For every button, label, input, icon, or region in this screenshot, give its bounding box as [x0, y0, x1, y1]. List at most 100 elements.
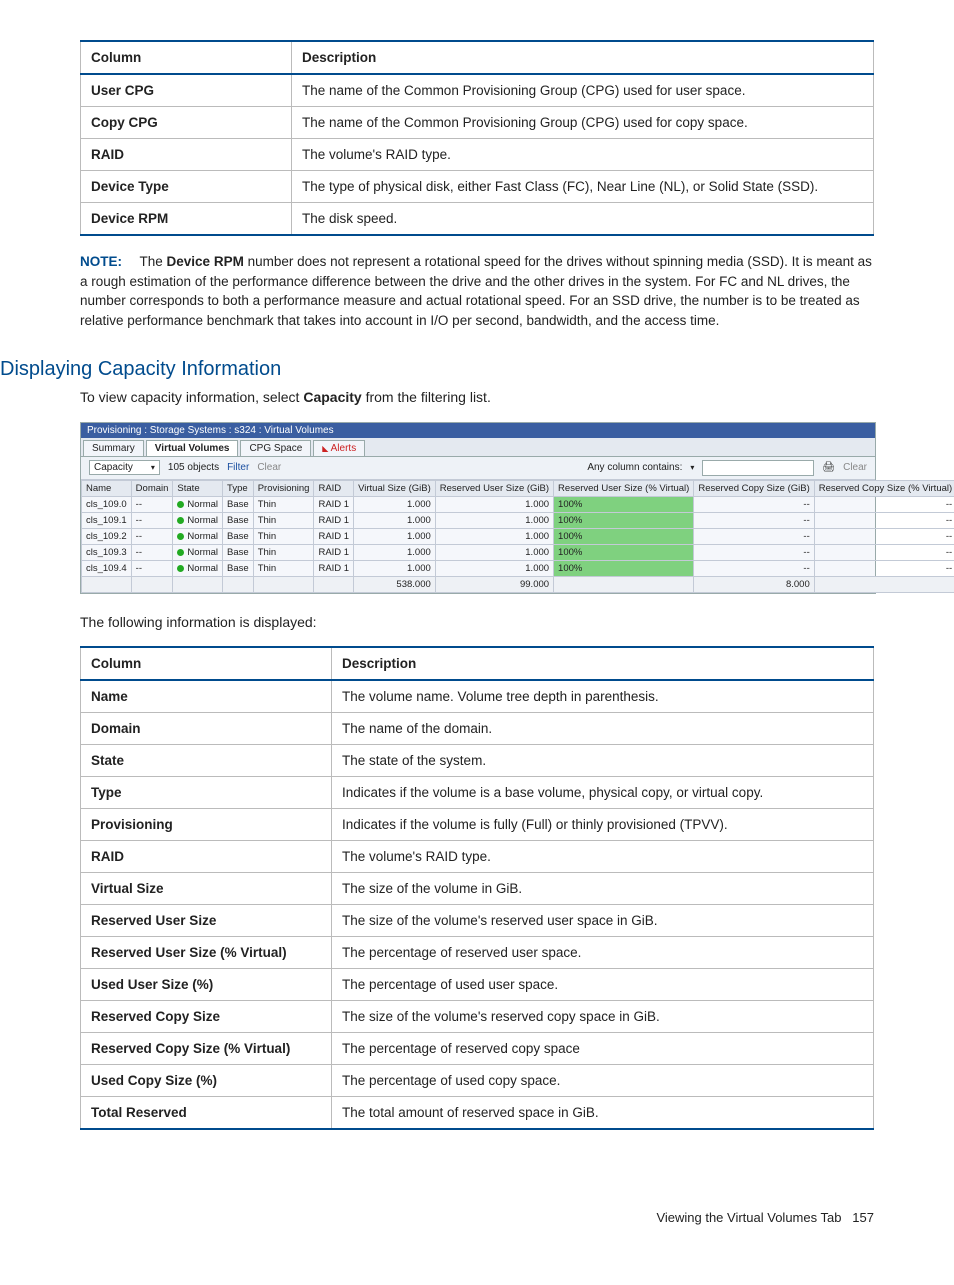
search-input[interactable]: [702, 460, 814, 476]
description-cell: The percentage of reserved user space.: [332, 936, 874, 968]
screenshot-tabs: Summary Virtual Volumes CPG Space Alerts: [81, 438, 875, 457]
page-footer: Viewing the Virtual Volumes Tab 157: [80, 1210, 874, 1225]
grid-cell: 1.000: [354, 528, 436, 544]
column-name-cell: Device RPM: [81, 203, 292, 236]
grid-cell: cls_109.4: [82, 560, 132, 576]
grid-header-cell[interactable]: Virtual Size (GiB): [354, 480, 436, 496]
table-row: Used Copy Size (%)The percentage of used…: [81, 1064, 874, 1096]
screenshot-title: Provisioning : Storage Systems : s324 : …: [81, 423, 875, 438]
grid-header-cell[interactable]: Reserved Copy Size (GiB): [694, 480, 814, 496]
grid-cell: RAID 1: [314, 528, 354, 544]
grid-header-cell[interactable]: Name: [82, 480, 132, 496]
grid-cell: Thin: [253, 512, 314, 528]
grid-total-cell: [314, 576, 354, 592]
section-heading-capacity: Displaying Capacity Information: [0, 358, 874, 381]
tab-alerts[interactable]: Alerts: [313, 440, 365, 456]
note-text-lead: The: [140, 254, 167, 269]
grid-header-cell[interactable]: Domain: [131, 480, 173, 496]
description-cell: The size of the volume in GiB.: [332, 872, 874, 904]
grid-cell: RAID 1: [314, 544, 354, 560]
grid-cell: Thin: [253, 560, 314, 576]
tab-virtual-volumes[interactable]: Virtual Volumes: [146, 440, 239, 456]
screenshot-capacity-panel: Provisioning : Storage Systems : s324 : …: [80, 422, 876, 594]
table1-header-description: Description: [292, 41, 874, 74]
column-name-cell: State: [81, 744, 332, 776]
description-cell: The volume name. Volume tree depth in pa…: [332, 680, 874, 713]
description-cell: The state of the system.: [332, 744, 874, 776]
column-name-cell: User CPG: [81, 74, 292, 107]
table-row: ProvisioningIndicates if the volume is f…: [81, 808, 874, 840]
column-name-cell: Used Copy Size (%): [81, 1064, 332, 1096]
grid-cell: 1.000: [435, 496, 553, 512]
description-cell: The disk speed.: [292, 203, 874, 236]
grid-row[interactable]: cls_109.0--NormalBaseThinRAID 11.0001.00…: [82, 496, 954, 512]
note-label: NOTE:: [80, 254, 122, 269]
grid-cell: 100%: [554, 560, 694, 576]
column-name-cell: Total Reserved: [81, 1096, 332, 1129]
column-name-cell: Type: [81, 776, 332, 808]
grid-row[interactable]: cls_109.1--NormalBaseThinRAID 11.0001.00…: [82, 512, 954, 528]
status-dot-icon: [177, 517, 184, 524]
description-cell: The size of the volume's reserved user s…: [332, 904, 874, 936]
grid-cell: --: [131, 544, 173, 560]
clear-link-2[interactable]: Clear: [843, 462, 867, 473]
grid-cell: --: [814, 528, 954, 544]
grid-cell: Base: [223, 512, 254, 528]
grid-cell: --: [694, 560, 814, 576]
tab-cpg-space[interactable]: CPG Space: [240, 440, 311, 456]
status-dot-icon: [177, 501, 184, 508]
grid-total-cell: 99.000: [435, 576, 553, 592]
filter-link[interactable]: Filter: [227, 462, 249, 473]
grid-row[interactable]: cls_109.4--NormalBaseThinRAID 11.0001.00…: [82, 560, 954, 576]
printer-icon[interactable]: 🖨: [822, 462, 835, 473]
column-name-cell: Name: [81, 680, 332, 713]
grid-row[interactable]: cls_109.3--NormalBaseThinRAID 11.0001.00…: [82, 544, 954, 560]
column-name-cell: RAID: [81, 840, 332, 872]
grid-cell: --: [814, 496, 954, 512]
grid-header-cell[interactable]: Type: [223, 480, 254, 496]
grid-header-cell[interactable]: Reserved User Size (% Virtual): [554, 480, 694, 496]
table-row: TypeIndicates if the volume is a base vo…: [81, 776, 874, 808]
table2-header-column: Column: [81, 647, 332, 680]
column-name-cell: Domain: [81, 712, 332, 744]
grid-header-cell[interactable]: RAID: [314, 480, 354, 496]
footer-text: Viewing the Virtual Volumes Tab: [656, 1210, 841, 1225]
description-cell: The percentage of used copy space.: [332, 1064, 874, 1096]
grid-cell: RAID 1: [314, 496, 354, 512]
table-row: Used User Size (%)The percentage of used…: [81, 968, 874, 1000]
column-name-cell: Reserved User Size: [81, 904, 332, 936]
grid-cell: cls_109.0: [82, 496, 132, 512]
table-row: Device TypeThe type of physical disk, ei…: [81, 171, 874, 203]
grid-cell: 1.000: [354, 560, 436, 576]
column-name-cell: Device Type: [81, 171, 292, 203]
description-cell: The percentage of reserved copy space: [332, 1032, 874, 1064]
description-cell: The percentage of used user space.: [332, 968, 874, 1000]
tab-summary[interactable]: Summary: [83, 440, 144, 456]
table-row: Total ReservedThe total amount of reserv…: [81, 1096, 874, 1129]
grid-cell: 100%: [554, 496, 694, 512]
grid-cell: Thin: [253, 496, 314, 512]
table-row: RAIDThe volume's RAID type.: [81, 139, 874, 171]
grid-total-cell: [253, 576, 314, 592]
grid-cell: 1.000: [435, 560, 553, 576]
grid-header-cell[interactable]: State: [173, 480, 223, 496]
filter-dropdown[interactable]: Capacity: [89, 460, 160, 475]
grid-cell: Normal: [173, 512, 223, 528]
grid-cell: 1.000: [354, 512, 436, 528]
table-row: Reserved User Size (% Virtual)The percen…: [81, 936, 874, 968]
intro-line-2: The following information is displayed:: [80, 612, 874, 632]
grid-header-cell[interactable]: Provisioning: [253, 480, 314, 496]
grid-cell: --: [694, 512, 814, 528]
column-name-cell: Reserved User Size (% Virtual): [81, 936, 332, 968]
clear-link[interactable]: Clear: [257, 462, 281, 473]
column-name-cell: Provisioning: [81, 808, 332, 840]
table-row: Reserved Copy SizeThe size of the volume…: [81, 1000, 874, 1032]
grid-row[interactable]: cls_109.2--NormalBaseThinRAID 11.0001.00…: [82, 528, 954, 544]
grid-header-cell[interactable]: Reserved Copy Size (% Virtual): [814, 480, 954, 496]
description-cell: The name of the domain.: [332, 712, 874, 744]
grid-cell: cls_109.1: [82, 512, 132, 528]
grid-header-cell[interactable]: Reserved User Size (GiB): [435, 480, 553, 496]
column-name-cell: Reserved Copy Size (% Virtual): [81, 1032, 332, 1064]
description-cell: The size of the volume's reserved copy s…: [332, 1000, 874, 1032]
description-cell: The volume's RAID type.: [292, 139, 874, 171]
